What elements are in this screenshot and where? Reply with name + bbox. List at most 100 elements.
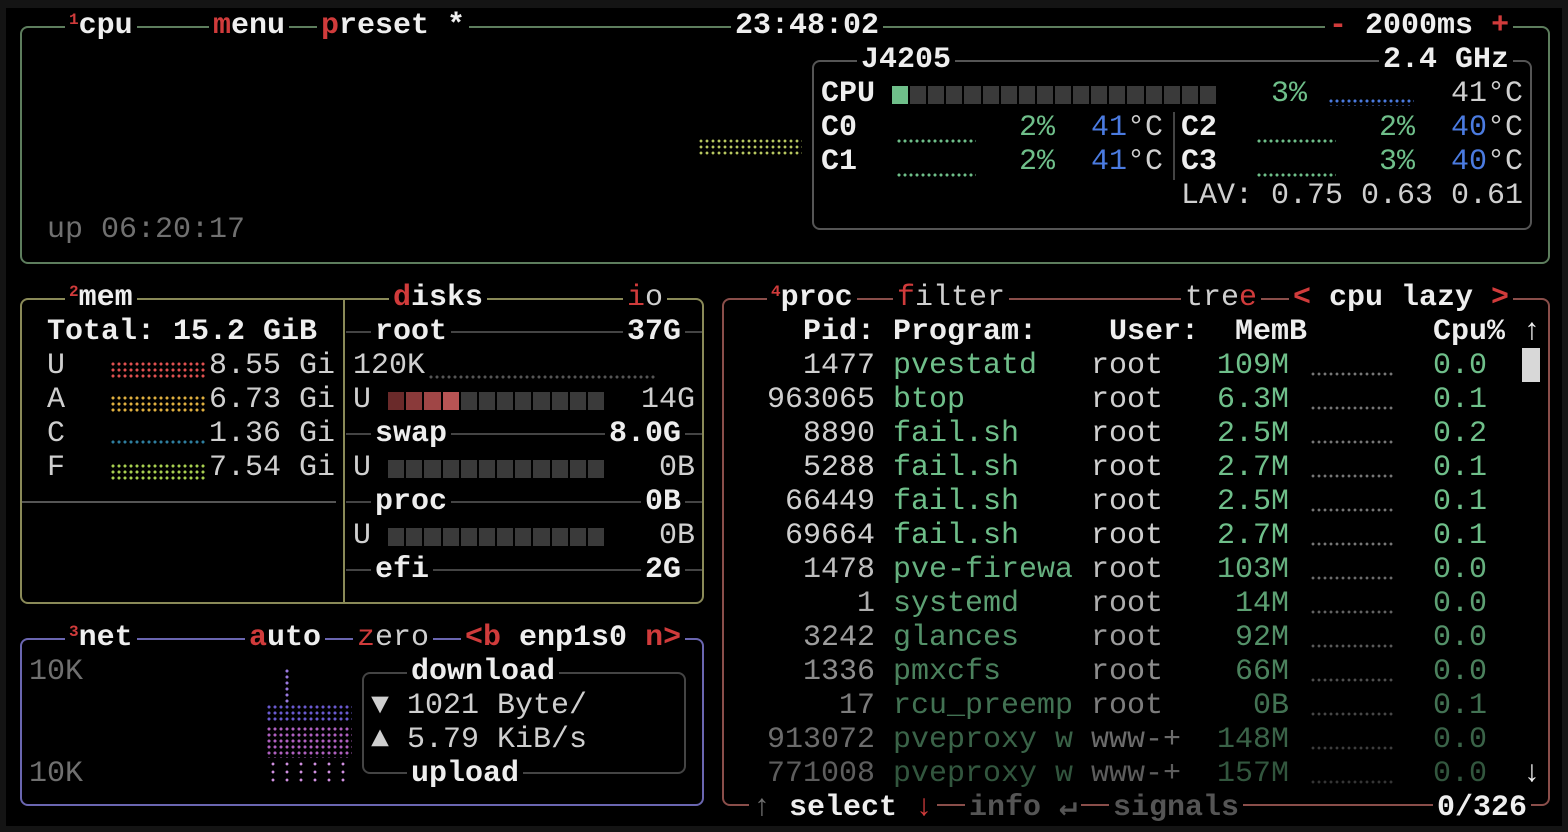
scrollbar-thumb[interactable] (1522, 348, 1540, 382)
core-temp-value: 41 (1091, 111, 1128, 145)
meter-cell (892, 86, 909, 104)
preset-button[interactable]: preset * (317, 9, 470, 43)
meter-cell (533, 460, 550, 478)
disks-label: isks (411, 281, 484, 315)
mem-total: Total: 15.2 GiB (47, 315, 318, 349)
scroll-down-arrow-icon[interactable]: ↓ (1523, 757, 1542, 791)
meter-cell (569, 392, 586, 410)
info-label: info (969, 791, 1042, 825)
process-user: root (1091, 451, 1164, 485)
meter-cell (533, 392, 550, 410)
mem-title: mem (78, 281, 133, 315)
proc-panel-title[interactable]: 4proc (767, 281, 857, 315)
meter-cell (460, 460, 477, 478)
sort-next-button[interactable]: > (1491, 281, 1510, 315)
core-graph (1256, 138, 1336, 143)
meter-cell (946, 86, 963, 104)
sort-label: cpu lazy (1311, 281, 1492, 315)
info-button[interactable]: info ↵ (965, 791, 1082, 825)
interval-increase-button[interactable]: + (1491, 9, 1510, 43)
meter-cell (406, 528, 423, 546)
cpu-total-meter (892, 86, 1216, 104)
meter-cell (460, 392, 477, 410)
select-control[interactable]: ↑ select ↓ (749, 791, 938, 825)
process-cpu-graph (1310, 439, 1394, 444)
process-cpu-graph (1310, 507, 1394, 512)
select-down-icon: ↓ (915, 791, 934, 825)
io-label: o (645, 281, 664, 315)
mem-row-label: C (47, 417, 66, 451)
meter-cell (533, 528, 550, 546)
preset-label: reset * (339, 9, 466, 43)
zero-button[interactable]: zero (353, 621, 434, 655)
meter-cell (442, 460, 459, 478)
process-cpu-graph (1310, 609, 1394, 614)
meter-cell (551, 392, 568, 410)
cpu-shortcut-number: 1 (69, 11, 79, 29)
core-temp: 41°C (1091, 111, 1163, 145)
signals-button[interactable]: signals (1109, 791, 1244, 825)
scroll-up-arrow-icon[interactable]: ↑ (1523, 315, 1542, 349)
mem-graph (110, 463, 206, 481)
meter-cell (388, 392, 405, 410)
meter-cell (388, 528, 405, 546)
process-cpu: 0.0 (1433, 655, 1488, 689)
col-cpu[interactable]: Cpu% (1433, 315, 1506, 349)
core-temp-value: 40 (1451, 111, 1488, 145)
process-cpu: 0.1 (1433, 519, 1488, 553)
mem-row-label: A (47, 383, 66, 417)
meter-cell (982, 86, 999, 104)
process-mem: 14M (1234, 587, 1289, 621)
core-graph (896, 172, 976, 177)
prev-interface-button[interactable]: <b (465, 621, 502, 655)
col-user[interactable]: User: (1109, 315, 1200, 349)
process-cpu-graph (1310, 779, 1394, 784)
disk-used: 14G (641, 383, 696, 417)
cpu-panel-title[interactable]: 1cpu (65, 9, 137, 43)
process-pid: 66449 (784, 485, 875, 519)
disk-used-label: U (353, 383, 372, 417)
core-temp-unit: °C (1487, 145, 1524, 179)
core-divider (1173, 112, 1175, 180)
mem-panel-title[interactable]: 2mem (65, 281, 137, 315)
process-mem: 103M (1216, 553, 1289, 587)
mem-row-value: 1.36 Gi (209, 417, 336, 451)
mem-row-value: 6.73 Gi (209, 383, 336, 417)
process-cpu: 0.2 (1433, 417, 1488, 451)
process-user: root (1091, 587, 1164, 621)
process-user: root (1091, 349, 1164, 383)
upload-label: upload (407, 757, 524, 791)
sort-prev-button[interactable]: < (1293, 281, 1312, 315)
disks-toggle[interactable]: disks (389, 281, 488, 315)
col-mem[interactable]: MemB (1235, 315, 1308, 349)
process-cpu-graph (1310, 711, 1394, 716)
disk-used: 0B (659, 451, 696, 485)
io-toggle[interactable]: io (623, 281, 668, 315)
process-program: fail.sh (893, 417, 1020, 451)
meter-cell (928, 86, 945, 104)
disk-size: 2G (641, 553, 686, 587)
net-panel-title[interactable]: 3net (65, 621, 137, 655)
process-cpu-graph (1310, 405, 1394, 410)
menu-button[interactable]: menu (209, 9, 290, 43)
filter-button[interactable]: filter (893, 281, 1010, 315)
process-program: glances (893, 621, 1020, 655)
cpu-total-label: CPU (821, 77, 876, 111)
auto-hotkey: a (249, 621, 268, 655)
proc-title: proc (780, 281, 853, 315)
meter-cell (424, 460, 441, 478)
tree-toggle[interactable]: tree (1181, 281, 1262, 315)
process-user: root (1091, 519, 1164, 553)
process-program: fail.sh (893, 519, 1020, 553)
interval-decrease-button[interactable]: - (1329, 9, 1348, 43)
process-user: www-+ (1091, 723, 1182, 757)
core-name: C3 (1181, 145, 1218, 179)
disk-used-meter (388, 460, 605, 478)
auto-scale-button[interactable]: auto (245, 621, 326, 655)
core-temp: 41°C (1091, 145, 1163, 179)
disk-size: 0B (641, 485, 686, 519)
col-program[interactable]: Program: (893, 315, 1038, 349)
next-interface-button[interactable]: n> (645, 621, 682, 655)
col-pid[interactable]: Pid: (802, 315, 875, 349)
disk-used-label: U (353, 519, 372, 553)
